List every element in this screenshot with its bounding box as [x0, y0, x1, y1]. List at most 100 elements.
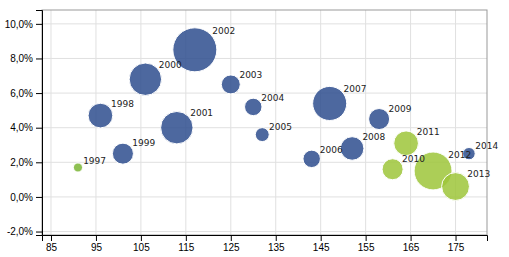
bubble-label: 2001	[190, 108, 213, 118]
bubble	[129, 63, 161, 95]
tick: 6,0%	[10, 88, 42, 99]
tick-mark	[36, 232, 42, 233]
tick-label: 10,0%	[5, 19, 33, 30]
tick-mark	[36, 93, 42, 94]
tick-mark	[366, 235, 367, 241]
grid-line	[365, 10, 366, 235]
bubble	[245, 98, 262, 115]
tick: 155	[358, 235, 375, 253]
tick: 115	[178, 235, 194, 253]
bubble-label: 2005	[269, 122, 292, 132]
tick: 175	[448, 235, 465, 253]
tick-label: 135	[268, 242, 285, 253]
bubble-label: 2000	[159, 60, 182, 70]
tick-mark	[186, 235, 187, 241]
grid-line	[140, 10, 141, 235]
tick-mark	[96, 235, 97, 241]
grid-line	[42, 58, 487, 59]
grid-line	[42, 23, 487, 24]
bubble-labels: 1997199819992000200120022003200420052006…	[83, 26, 498, 178]
bubbles	[73, 28, 475, 201]
tick: 105	[133, 235, 150, 253]
plot-frame	[42, 10, 487, 235]
tick-label: 95	[91, 242, 103, 253]
bubble	[313, 86, 347, 120]
tick-label: 8,0%	[10, 53, 33, 64]
bubble	[303, 150, 320, 167]
tick-mark	[141, 235, 142, 241]
tick-label: 4,0%	[10, 122, 33, 133]
grid-line	[230, 10, 231, 235]
grid-line	[42, 196, 487, 197]
bubble	[88, 103, 113, 128]
tick-label: 2,0%	[10, 157, 33, 168]
bubble-label: 2010	[402, 154, 425, 164]
tick-label: 155	[358, 242, 375, 253]
bubble-label: 1998	[111, 99, 134, 109]
tick-label: 175	[448, 242, 465, 253]
bubble	[382, 159, 403, 180]
bubble	[255, 128, 269, 142]
plot: 85 95 105 115 125 135 145 155 165 175 -2,0% 0,0% 2,0…	[5, 10, 499, 253]
axis-line	[43, 236, 488, 242]
tick-mark	[456, 235, 457, 241]
grid-line	[410, 10, 411, 235]
grid-line	[50, 10, 51, 235]
tick-label: 125	[223, 242, 240, 253]
tick-mark	[36, 24, 42, 25]
bubble-label: 2007	[344, 84, 367, 94]
grid	[42, 10, 487, 235]
bubble-label: 2004	[261, 93, 284, 103]
bubble	[340, 137, 364, 161]
tick-mark	[51, 235, 52, 241]
x-axis: 85 95 105 115 125 135 145 155 165 175	[43, 235, 488, 253]
tick: 85	[46, 235, 58, 253]
tick-mark	[231, 235, 232, 241]
tick: 4,0%	[10, 122, 42, 133]
bubble-label: 2003	[239, 70, 262, 80]
tick: 165	[403, 235, 420, 253]
bubble-label: 1999	[132, 138, 155, 148]
bubble-label: 2009	[388, 104, 411, 114]
bubble-label: 2002	[212, 26, 235, 36]
tick-label: -2,0%	[7, 226, 33, 237]
bubble-label: 2014	[475, 141, 498, 151]
tick-label: 85	[46, 242, 58, 253]
tick: 0,0%	[10, 192, 42, 203]
tick: 8,0%	[10, 53, 42, 64]
tick-mark	[321, 235, 322, 241]
bubble	[112, 143, 133, 164]
tick-label: 6,0%	[10, 88, 33, 99]
tick: 95	[91, 235, 103, 253]
tick: -2,0%	[7, 226, 42, 237]
tick-label: 0,0%	[10, 192, 33, 203]
chart: 85 95 105 115 125 135 145 155 165 175 -2,0% 0,0% 2,0…	[0, 0, 509, 257]
bubble	[221, 75, 240, 94]
bubble-label: 2011	[417, 127, 440, 137]
y-axis: -2,0% 0,0% 2,0% 4,0% 6,0% 8,0% 10,0%	[5, 11, 43, 238]
grid-line	[455, 10, 456, 235]
tick-label: 115	[178, 242, 194, 253]
bubble	[442, 173, 470, 201]
tick-mark	[36, 197, 42, 198]
tick: 135	[268, 235, 285, 253]
tick-mark	[276, 235, 277, 241]
tick: 2,0%	[10, 157, 42, 168]
tick-label: 105	[133, 242, 150, 253]
tick-mark	[36, 58, 42, 59]
tick-label: 165	[403, 242, 420, 253]
grid-line	[320, 10, 321, 235]
bubble-label: 1997	[83, 156, 106, 166]
bubble-label: 2008	[362, 132, 385, 142]
tick: 10,0%	[5, 19, 42, 30]
bubble	[161, 111, 193, 143]
tick: 125	[223, 235, 240, 253]
tick: 145	[313, 235, 330, 253]
bubble	[73, 163, 82, 172]
bubble-label: 2013	[467, 169, 490, 179]
grid-line	[42, 231, 487, 232]
tick-mark	[411, 235, 412, 241]
bubble	[369, 109, 390, 130]
bubble	[394, 131, 419, 156]
bubble-label: 2012	[448, 150, 471, 160]
